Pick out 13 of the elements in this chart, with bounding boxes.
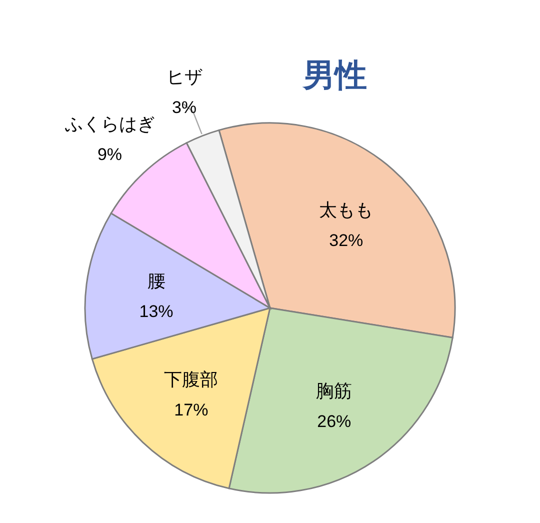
data-label: 3% <box>172 98 197 118</box>
chart-title: 男性 <box>302 57 367 93</box>
data-label: 32% <box>329 231 364 250</box>
data-label: 26% <box>317 412 352 432</box>
slice-label: 太もも <box>319 200 374 220</box>
data-label: 9% <box>97 145 122 164</box>
slice-label: 腰 <box>147 271 166 292</box>
data-label: 17% <box>174 400 208 420</box>
data-label: 13% <box>139 302 174 322</box>
slice-label: ヒザ <box>166 67 202 88</box>
slice-label: 下腹部 <box>164 369 218 390</box>
slice-label: 胸筋 <box>316 381 352 402</box>
slice-label: ふくらはぎ <box>64 114 155 134</box>
